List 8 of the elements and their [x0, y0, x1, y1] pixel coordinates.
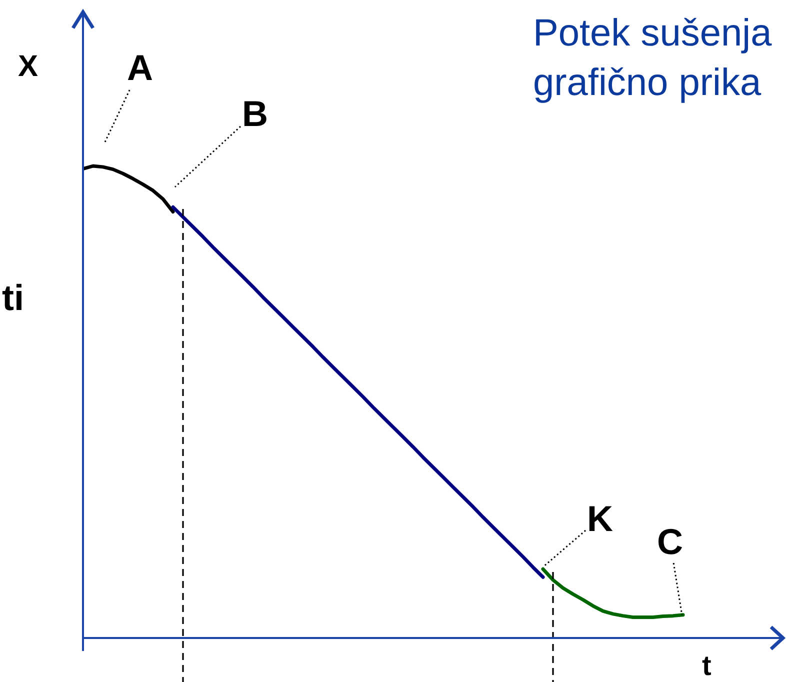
text: A — [127, 47, 153, 88]
text: B — [242, 93, 268, 134]
x-axis-title: t — [702, 650, 712, 681]
text: ti — [2, 277, 24, 318]
annotation: K — [587, 498, 613, 539]
annotation: C — [657, 521, 683, 562]
y-axis-title: X — [18, 50, 38, 83]
chart-title: Potek sušenja grafično prika — [533, 12, 773, 104]
